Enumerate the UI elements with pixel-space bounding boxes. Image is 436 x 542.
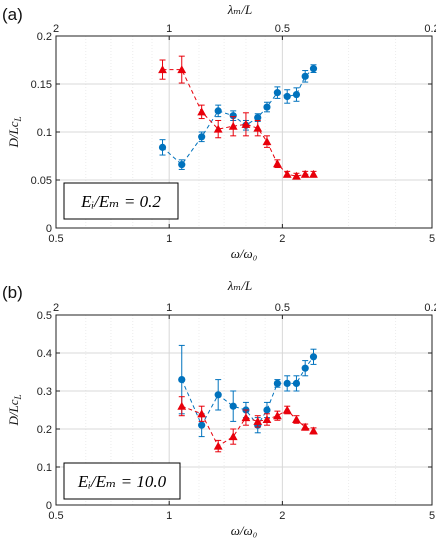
- axes-frame: [55, 314, 433, 506]
- y-tick-label: 0.15: [31, 79, 52, 91]
- data-point-triangle: [241, 119, 251, 128]
- data-point-triangle: [292, 415, 301, 424]
- x-tick-label: 5: [429, 233, 435, 245]
- y-tick-label: 0.4: [37, 348, 52, 360]
- x-tick-label: 0.5: [48, 233, 63, 245]
- data-point-triangle: [309, 426, 318, 435]
- top-x-tick-label: 0.5: [275, 302, 290, 314]
- data-point-triangle: [300, 169, 310, 178]
- annotation-box: [63, 182, 179, 220]
- data-point-triangle: [253, 123, 263, 132]
- data-point-triangle: [213, 441, 223, 450]
- y-tick-label: 0.3: [37, 386, 52, 398]
- data-point-circle: [292, 379, 301, 387]
- x-tick-label: 2: [279, 233, 285, 245]
- data-point-triangle: [253, 417, 263, 425]
- series-circles: [158, 64, 318, 170]
- data-point-triangle: [282, 169, 292, 178]
- top-axis-label: λₘ/L: [227, 278, 252, 293]
- x-tick-label: 2: [279, 510, 285, 522]
- data-point-circle: [283, 92, 291, 101]
- data-point-circle: [214, 107, 222, 115]
- x-axis-label: ω/ω₀: [231, 523, 258, 538]
- annotation-box: [63, 462, 181, 500]
- data-point-circle: [178, 376, 186, 384]
- series-triangles: [177, 396, 318, 453]
- top-x-tick-label: 1: [166, 302, 172, 314]
- data-point-circle: [198, 133, 206, 141]
- data-point-triangle: [197, 107, 207, 116]
- x-tick-label: 5: [429, 510, 435, 522]
- top-x-tick-label: 2: [53, 23, 59, 35]
- data-point-circle: [309, 353, 318, 361]
- data-point-triangle: [309, 169, 318, 178]
- data-point-circle: [309, 65, 318, 73]
- x-axis-label: ω/ω₀: [231, 246, 258, 261]
- y-tick-label: 0.5: [37, 310, 52, 322]
- data-point-triangle: [262, 415, 272, 424]
- annotation-text: Eᵢ/Eₘ = 0.2: [80, 192, 161, 211]
- top-x-tick-label: 1: [166, 23, 172, 35]
- data-point-triangle: [273, 411, 282, 420]
- data-point-circle: [292, 90, 301, 99]
- data-point-circle: [254, 114, 262, 122]
- data-point-triangle: [197, 409, 207, 418]
- series-triangles: [158, 55, 318, 180]
- data-point-circle: [198, 421, 206, 429]
- y-axis-label: D/LcL: [6, 116, 23, 148]
- top-x-tick-label: 2: [53, 302, 59, 314]
- data-point-triangle: [300, 422, 310, 431]
- data-point-circle: [178, 161, 186, 169]
- top-x-tick-label: 0.2: [424, 23, 436, 35]
- data-point-triangle: [262, 137, 272, 146]
- top-axis-label: λₘ/L: [227, 2, 252, 17]
- data-point-triangle: [177, 65, 187, 74]
- data-point-circle: [283, 379, 291, 387]
- x-tick-label: 1: [166, 510, 172, 522]
- data-point-triangle: [228, 432, 238, 441]
- y-axis-label: D/LcL: [6, 394, 23, 426]
- y-tick-label: 0: [46, 223, 52, 235]
- y-tick-label: 0.1: [37, 127, 52, 139]
- y-tick-label: 0.2: [37, 31, 52, 43]
- data-point-circle: [229, 402, 237, 410]
- chart-panel-b: 0 0.1 0.2 0.3 0.4 0.5 0.5 1 2 5 2 1 0.5 0.2 (b) λₘ/L ω/ω…: [2, 278, 436, 538]
- y-tick-label: 0.05: [31, 175, 52, 187]
- data-point-circle: [301, 72, 309, 80]
- data-point-circle: [301, 364, 309, 372]
- data-point-triangle: [273, 159, 282, 168]
- data-point-triangle: [228, 121, 238, 130]
- data-point-triangle: [177, 401, 187, 410]
- panel-letter: (a): [2, 5, 23, 24]
- top-x-tick-label: 0.5: [275, 23, 290, 35]
- data-point-circle: [273, 379, 282, 387]
- data-point-circle: [263, 103, 271, 111]
- y-tick-label: 0: [46, 500, 52, 512]
- x-tick-label: 0.5: [48, 510, 63, 522]
- data-point-circle: [158, 143, 167, 151]
- chart-panel-a: 0 0.05 0.1 0.15 0.2 0.5 1 2 5 2 1 0.5 0.2 (a) λₘ/L ω/ω₀…: [2, 2, 436, 261]
- x-tick-label: 1: [166, 233, 172, 245]
- data-point-circle: [273, 89, 282, 97]
- data-point-circle: [229, 112, 237, 120]
- data-point-circle: [263, 406, 271, 414]
- data-point-triangle: [241, 413, 251, 422]
- data-point-circle: [214, 391, 222, 399]
- y-tick-label: 0.1: [37, 462, 52, 474]
- annotation-text: Eᵢ/Eₘ = 10.0: [77, 472, 167, 491]
- y-tick-label: 0.2: [37, 424, 52, 436]
- panel-letter: (b): [2, 283, 23, 302]
- data-point-triangle: [213, 124, 223, 133]
- data-point-triangle: [158, 65, 167, 74]
- data-point-triangle: [282, 405, 292, 414]
- top-x-tick-label: 0.2: [424, 302, 436, 314]
- data-point-triangle: [292, 171, 301, 180]
